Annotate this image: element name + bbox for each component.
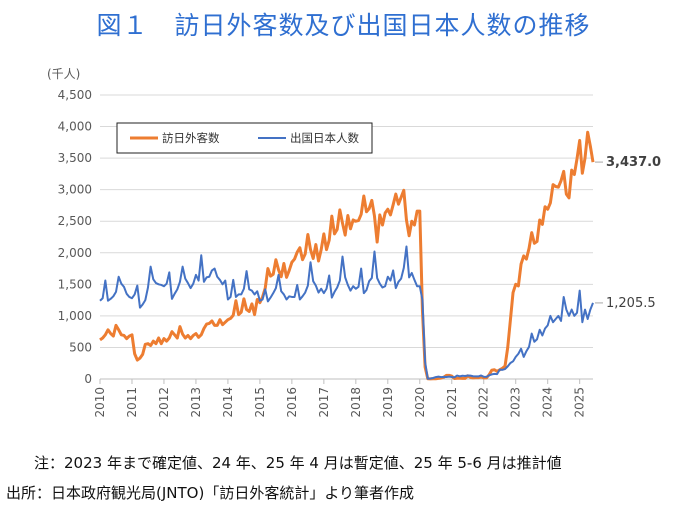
x-tick-label: 2018 xyxy=(349,387,363,418)
chart-title: 図１ 訪日外客数及び出国日本人数の推移 xyxy=(96,11,591,40)
y-tick-label: 4,500 xyxy=(58,88,92,102)
x-tick-label: 2019 xyxy=(381,387,395,418)
y-tick-label: 2,000 xyxy=(58,246,92,260)
source-note: 出所：日本政府観光局(JNTO)「訪日外客統計」より筆者作成 xyxy=(6,484,415,502)
x-tick-label: 2010 xyxy=(93,387,107,418)
series-line-inbound xyxy=(99,130,595,381)
y-tick-label: 4,000 xyxy=(58,120,92,134)
x-tick-label: 2024 xyxy=(541,387,555,418)
y-tick-labels: 0 500 1,000 1,500 2,000 2,500 3,000 3,500 4,000 4… xyxy=(58,88,92,386)
y-tick-label: 1,000 xyxy=(58,309,92,323)
y-tick-label: 500 xyxy=(69,340,92,354)
y-tick-label: 1,500 xyxy=(58,277,92,291)
series-lines xyxy=(99,130,595,381)
x-tick-label: 2022 xyxy=(477,387,491,418)
x-tick-label: 2017 xyxy=(317,387,331,418)
end-label: 1,205.5 xyxy=(606,296,656,311)
end-labels: 3,437.0 1,205.5 xyxy=(595,155,661,311)
x-tick-label: 2013 xyxy=(189,387,203,418)
y-tick-label: 3,500 xyxy=(58,151,92,165)
y-tick-label: 3,000 xyxy=(58,183,92,197)
legend-label: 出国日本人数 xyxy=(290,131,359,145)
series-line-outbound xyxy=(99,245,594,380)
legend: 訪日外客数 出国日本人数 xyxy=(116,122,373,154)
x-tick-label: 2014 xyxy=(221,387,235,418)
line-chart: 0 500 1,000 1,500 2,000 2,500 3,000 3,500 4,000 4… xyxy=(47,67,661,418)
x-tick-label: 2012 xyxy=(157,387,171,418)
y-tick-label: 0 xyxy=(84,372,92,386)
y-tick-label: 2,500 xyxy=(58,214,92,228)
end-label: 3,437.0 xyxy=(606,155,661,170)
legend-label: 訪日外客数 xyxy=(162,131,220,145)
chart-note: 注：2023 年まで確定値、24 年、25 年 4 月は暫定値、25 年 5-6… xyxy=(34,454,562,472)
x-tick-label: 2015 xyxy=(253,387,267,418)
axes xyxy=(99,378,593,384)
x-tick-label: 2016 xyxy=(285,387,299,418)
x-tick-labels: 2010 2011 2012 2013 2014 2015 2016 2017 2018 2019… xyxy=(93,387,587,418)
x-tick-label: 2011 xyxy=(125,387,139,418)
y-axis-label: (千人) xyxy=(47,67,80,81)
x-tick-label: 2023 xyxy=(509,387,523,418)
x-tick-label: 2021 xyxy=(445,387,459,418)
x-tick-label: 2020 xyxy=(413,387,427,418)
x-tick-label: 2025 xyxy=(573,387,587,418)
